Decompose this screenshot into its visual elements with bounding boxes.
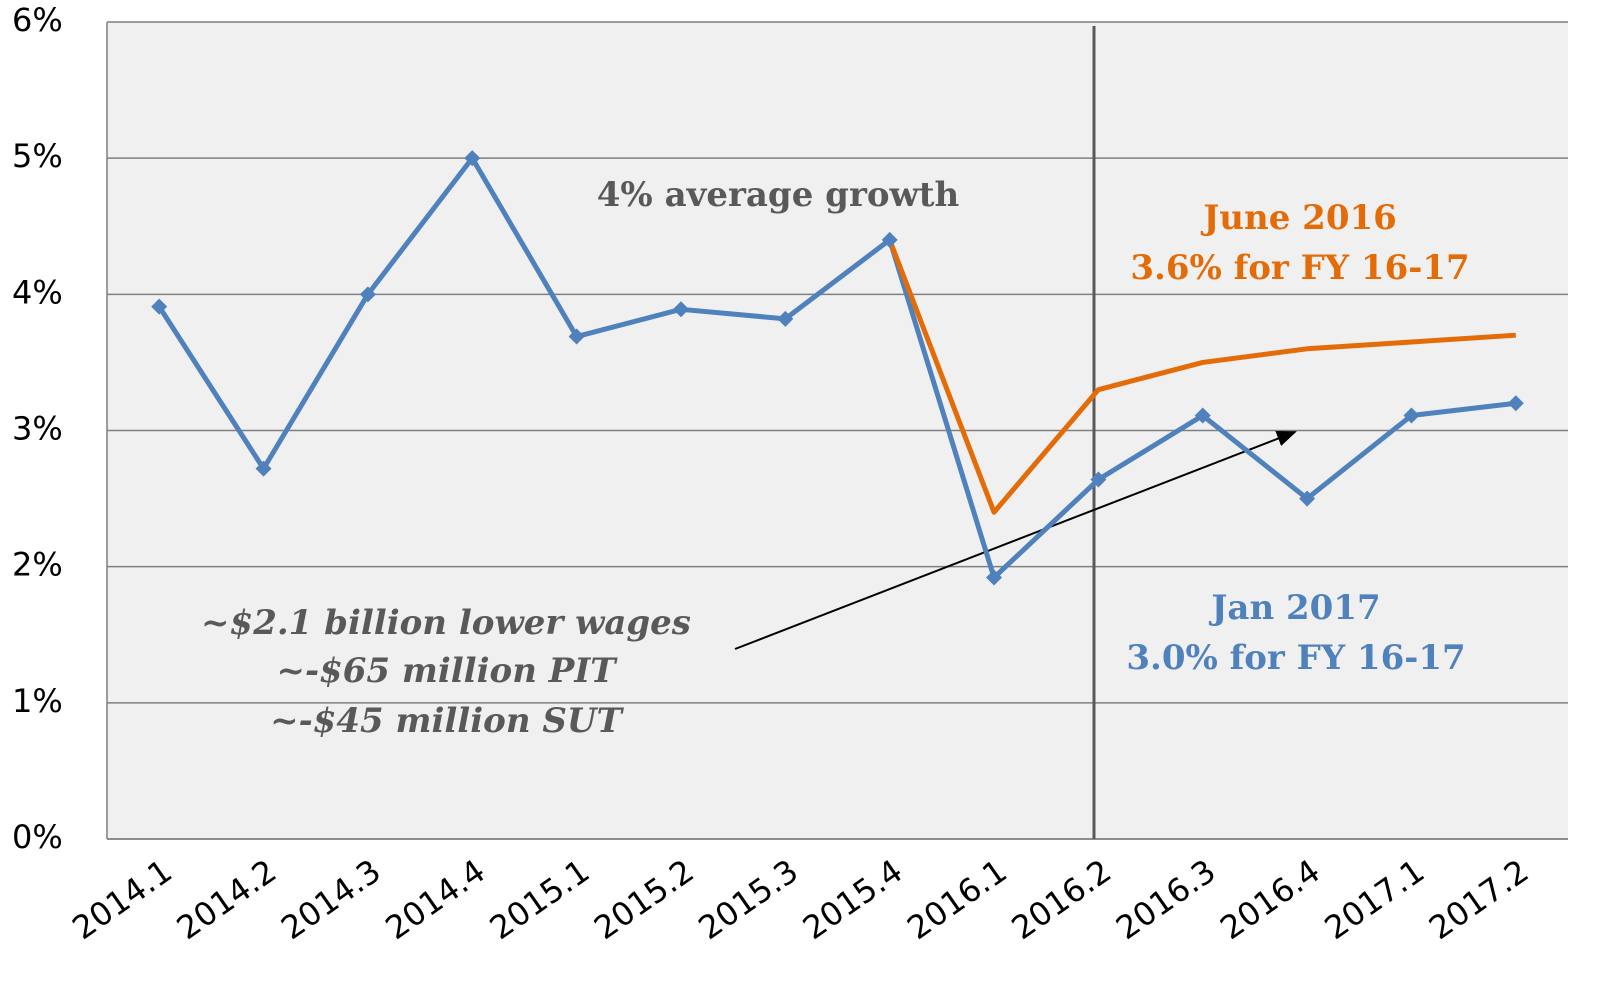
y-tick-label: 6% [12, 1, 63, 39]
marker [359, 286, 376, 303]
x-tick-label: 2016.4 [1213, 852, 1327, 947]
marker [1090, 471, 1107, 488]
y-tick-label: 0% [12, 818, 63, 856]
marker [1194, 407, 1211, 424]
annotation: 4% average growth [597, 175, 959, 215]
x-tick-label: 2016.1 [900, 852, 1014, 947]
x-tick-label: 2016.2 [1005, 852, 1119, 947]
marker [881, 231, 898, 248]
x-tick-label: 2014.1 [65, 852, 179, 947]
y-tick-label: 3% [12, 410, 63, 448]
marker [672, 301, 689, 318]
marker [568, 328, 585, 345]
arrow [734, 431, 1297, 650]
marker [1507, 395, 1524, 412]
x-tick-label: 2015.2 [587, 852, 701, 947]
x-tick-label: 2017.2 [1422, 852, 1536, 947]
annotation: ~-$45 million SUT [270, 701, 624, 741]
annotation: 3.6% for FY 16-17 [1130, 248, 1469, 288]
marker [1403, 407, 1420, 424]
x-tick-label: 2017.1 [1318, 852, 1432, 947]
y-tick-label: 2% [12, 546, 63, 584]
x-tick-label: 2015.3 [692, 852, 806, 947]
marker [986, 569, 1003, 586]
x-tick-label: 2015.1 [483, 852, 597, 947]
annotation: Jan 2017 [1208, 588, 1380, 628]
x-tick-label: 2016.3 [1109, 852, 1223, 947]
y-tick-label: 1% [12, 682, 63, 720]
annotation: June 2016 [1200, 198, 1397, 238]
x-tick-label: 2015.4 [796, 852, 910, 947]
y-tick-label: 4% [12, 273, 63, 311]
marker [464, 150, 481, 167]
series-line [157, 155, 1517, 581]
x-tick-label: 2014.2 [170, 852, 284, 947]
x-tick-label: 2014.4 [378, 852, 492, 947]
marker [1299, 490, 1316, 507]
annotation: 3.0% for FY 16-17 [1126, 638, 1465, 678]
x-tick-label: 2014.3 [274, 852, 388, 947]
annotation: ~$2.1 billion lower wages [201, 603, 691, 643]
annotation: ~-$65 million PIT [276, 651, 618, 691]
marker [151, 298, 168, 315]
marker [255, 460, 272, 477]
y-tick-label: 5% [12, 137, 63, 175]
series-line [887, 238, 1516, 515]
marker [777, 310, 794, 327]
